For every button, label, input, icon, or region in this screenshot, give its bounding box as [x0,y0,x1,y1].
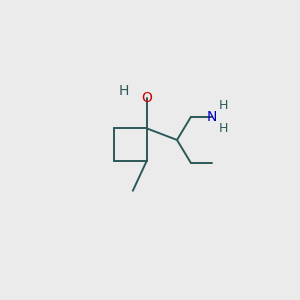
Text: H: H [118,84,129,98]
Text: O: O [141,92,152,105]
Text: H: H [219,122,228,135]
Text: N: N [207,110,217,124]
Text: H: H [219,99,228,112]
